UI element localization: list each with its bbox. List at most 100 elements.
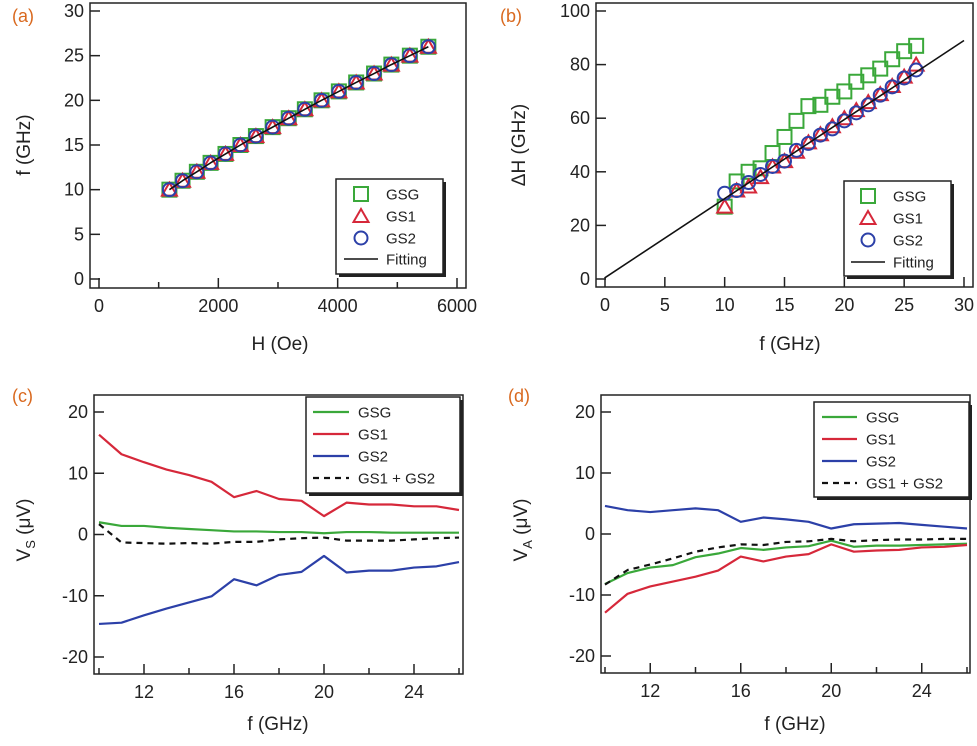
panel-a: (a) 0 2000 4000 6000 0 5 10 15 20 25 30 H (Oe) f (GHz… xyxy=(12,1,477,355)
x-tick-label: 0 xyxy=(600,295,610,315)
data-point-gs2 xyxy=(848,105,864,121)
legend-label: GS1 xyxy=(866,432,896,449)
panel-b: (b) 0 5 10 15 20 25 30 0 20 40 60 80 100 f (GHz) ΔH (GH… xyxy=(500,1,974,355)
y-tick-label: 20 xyxy=(68,402,88,422)
x-tick-label: 24 xyxy=(404,682,424,702)
data-point-gsg xyxy=(776,128,793,145)
data-layer xyxy=(604,504,968,614)
data-point-gs2 xyxy=(729,183,745,199)
series-line-gsg xyxy=(604,539,968,586)
data-point-gs2 xyxy=(753,166,769,182)
legend-label: GS1 xyxy=(358,427,388,444)
data-point-gs1 xyxy=(894,67,914,84)
y-axis-label: ΔH (GHz) xyxy=(509,104,530,186)
data-point-gs2 xyxy=(189,164,205,180)
series-line-fitting xyxy=(604,39,965,279)
data-point-gs2 xyxy=(297,101,313,117)
panel-label: (a) xyxy=(12,6,34,26)
data-point-gs2 xyxy=(824,121,840,137)
data-point-gsg xyxy=(836,83,853,100)
legend-label: GSG xyxy=(386,187,419,204)
y-tick-label: -10 xyxy=(569,585,595,605)
data-point-gs2 xyxy=(402,48,418,64)
legend-label: GS2 xyxy=(893,233,923,250)
legend-label: GSG xyxy=(358,405,391,422)
y-tick-label: -10 xyxy=(62,586,88,606)
data-point-gs2 xyxy=(217,146,233,162)
x-tick-label: 16 xyxy=(731,681,751,701)
data-point-gs1 xyxy=(799,133,818,150)
y-tick-label: 100 xyxy=(560,1,590,21)
data-point-gsg xyxy=(872,60,889,77)
x-tick-label: 0 xyxy=(94,296,104,316)
data-point-gs2 xyxy=(741,175,757,191)
legend-label: GSG xyxy=(893,189,926,206)
y-tick-label: 40 xyxy=(570,162,590,182)
data-point-gs2 xyxy=(884,79,900,95)
x-tick-label: 6000 xyxy=(437,296,477,316)
x-tick-label: 20 xyxy=(821,681,841,701)
data-point-gsg xyxy=(812,96,829,113)
x-tick-label: 2000 xyxy=(198,296,238,316)
data-point-gs2 xyxy=(420,39,436,55)
y-tick-label: -20 xyxy=(569,646,595,666)
series-line-gs1-gs2 xyxy=(604,537,967,586)
panel-d: (d) 12 16 20 24 -20 -10 0 10 20 f (GHz) VA (μV) GSG G… xyxy=(508,386,972,735)
y-tick-label: 60 xyxy=(570,108,590,128)
y-axis-label: VA (μV) xyxy=(511,499,535,562)
y-axis-label-subscript: S xyxy=(23,540,38,549)
x-axis-label: f (GHz) xyxy=(764,714,825,735)
panel-label: (d) xyxy=(508,386,530,406)
panel-label: (b) xyxy=(500,6,522,26)
data-point-gs2 xyxy=(232,137,248,153)
y-axis-label: VS (μV) xyxy=(14,499,38,562)
x-axis-label: f (GHz) xyxy=(247,714,308,735)
x-tick-label: 20 xyxy=(834,295,854,315)
y-axis-label-main: V xyxy=(511,548,532,561)
data-point-gs2 xyxy=(765,158,781,174)
data-layer xyxy=(604,37,965,279)
y-tick-label: 10 xyxy=(68,463,88,483)
x-tick-label: 4000 xyxy=(318,296,358,316)
data-point-gs2 xyxy=(331,83,347,99)
series-line-gsg xyxy=(98,521,459,535)
legend-marker-gs1 xyxy=(351,206,371,223)
y-tick-label: 0 xyxy=(74,269,84,289)
data-point-gs2 xyxy=(281,110,297,126)
data-point-gs1 xyxy=(715,197,734,214)
y-tick-label: 20 xyxy=(575,402,595,422)
data-point-gs2 xyxy=(908,62,924,78)
legend-marker-gs1 xyxy=(858,208,878,225)
x-tick-label: 25 xyxy=(894,295,914,315)
legend-label: GS1 xyxy=(386,209,416,226)
x-axis-label: f (GHz) xyxy=(759,334,820,355)
data-point-gs2 xyxy=(812,127,828,143)
y-tick-label: 5 xyxy=(74,224,84,244)
data-point-gs2 xyxy=(366,66,382,82)
x-tick-label: 16 xyxy=(224,682,244,702)
data-point-gs2 xyxy=(800,135,816,151)
y-axis-label: f (GHz) xyxy=(14,114,35,175)
data-point-gsg xyxy=(800,98,817,115)
legend-label: GSG xyxy=(866,410,899,427)
data-point-gs2 xyxy=(248,128,264,144)
series-line-gs2 xyxy=(604,504,968,530)
legend-label: GS2 xyxy=(866,454,896,471)
legend-label: GS1 + GS2 xyxy=(358,471,435,488)
data-point-gs2 xyxy=(896,70,912,86)
y-axis-label-main: V xyxy=(14,548,35,561)
data-point-gs2 xyxy=(265,119,281,135)
x-axis-label: H (Oe) xyxy=(252,334,309,355)
data-point-gsg xyxy=(824,88,841,105)
legend-label: GS2 xyxy=(386,231,416,248)
x-tick-label: 10 xyxy=(715,295,735,315)
data-point-gsg xyxy=(908,37,925,54)
data-point-gsg xyxy=(884,51,901,68)
y-tick-label: 15 xyxy=(64,135,84,155)
data-point-gs2 xyxy=(175,173,191,189)
y-axis-label-unit: (μV) xyxy=(14,499,35,541)
data-point-gs2 xyxy=(788,142,804,158)
x-tick-label: 12 xyxy=(134,682,154,702)
y-tick-label: 0 xyxy=(78,525,88,545)
x-tick-label: 15 xyxy=(774,295,794,315)
